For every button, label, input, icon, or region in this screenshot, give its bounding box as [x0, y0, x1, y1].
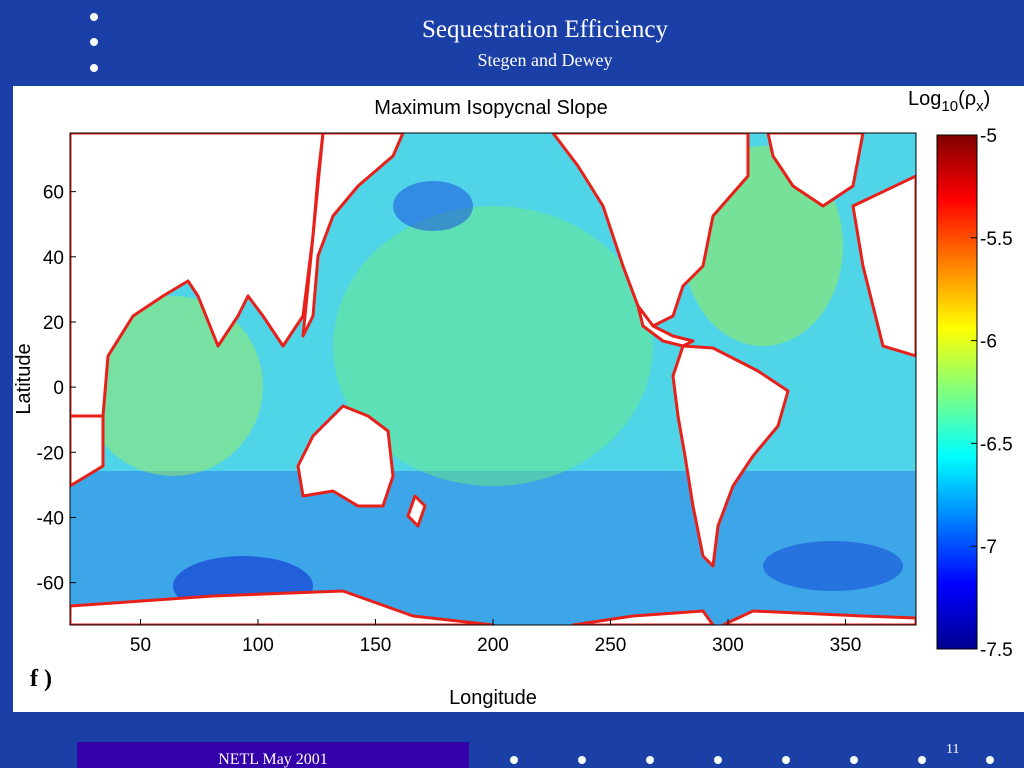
- landmass-north-america: [551, 133, 750, 328]
- landmass-antarctica: [721, 609, 916, 625]
- slide-subtitle: Stegen and Dewey: [477, 50, 613, 70]
- y-tick-label: 0: [53, 378, 64, 399]
- x-tick-label: 150: [360, 635, 392, 656]
- x-tick-label: 100: [242, 635, 274, 656]
- chart-title: Maximum Isopycnal Slope: [374, 97, 607, 119]
- heatmap-field: [70, 133, 916, 625]
- landmass-new-zealand: [406, 494, 427, 528]
- landmass-east-asia: [301, 133, 405, 338]
- colorbar-ticks: -5 -5.5 -6 -6.5 -7 -7.5: [971, 126, 1013, 661]
- footer-label: NETL May 2001: [77, 742, 469, 768]
- x-axis-label: Longitude: [449, 687, 537, 709]
- footer-dot: [646, 756, 654, 764]
- slide-bullet-dot: [90, 64, 98, 72]
- colorbar-tick-label: -7.5: [980, 640, 1013, 661]
- slide-bullet-dot: [90, 13, 98, 21]
- footer-dot: [986, 756, 994, 764]
- footer-dot: [918, 756, 926, 764]
- y-tick-label: 20: [43, 313, 64, 334]
- x-tick-label: 200: [477, 635, 509, 656]
- slide-title: Sequestration Efficiency: [422, 16, 668, 43]
- landmass-greenland: [766, 133, 865, 208]
- deep-blue-patch: [763, 541, 903, 591]
- x-axis-ticks: 50 100 150 200 250 300 350: [130, 619, 861, 656]
- slide-bullet-dot: [90, 38, 98, 46]
- colorbar-tick-label: -6.5: [980, 434, 1013, 455]
- footer-dot: [510, 756, 518, 764]
- landmass-australia: [296, 404, 395, 508]
- y-tick-label: -20: [37, 443, 64, 464]
- x-tick-label: 250: [595, 635, 627, 656]
- y-tick-label: -40: [37, 508, 64, 529]
- landmass-south-america: [671, 344, 790, 568]
- x-tick-label: 300: [712, 635, 744, 656]
- y-axis-ticks: 60 40 20 0 -20 -40 -60: [37, 183, 76, 595]
- colorbar-tick-label: -5.5: [980, 229, 1013, 250]
- y-tick-label: 40: [43, 248, 64, 269]
- landmass-africa-east: [851, 174, 916, 358]
- figure-panel: Maximum Isopycnal Slope: [13, 86, 1024, 712]
- colorbar-tick-label: -7: [980, 537, 997, 558]
- page-number: 11: [946, 742, 960, 757]
- footer-dot: [850, 756, 858, 764]
- y-tick-label: -60: [37, 574, 64, 595]
- landmass-antarctica: [70, 589, 495, 625]
- y-axis-label: Latitude: [13, 343, 35, 414]
- footer-dot: [578, 756, 586, 764]
- colorbar-tick-label: -6: [980, 332, 997, 353]
- footer-dot: [714, 756, 722, 764]
- colorbar-title: Log10(ρx): [908, 88, 990, 115]
- x-tick-label: 350: [830, 635, 862, 656]
- landmass-central-america: [636, 304, 695, 348]
- landmass-africa: [70, 414, 105, 488]
- landmass-antarctica: [571, 609, 715, 625]
- y-tick-label: 60: [43, 183, 64, 204]
- footer-dot: [782, 756, 790, 764]
- central-pacific-patch: [333, 206, 653, 486]
- colorbar-tick-label: -5: [980, 126, 997, 147]
- panel-label: f ): [30, 666, 52, 692]
- isopycnal-slope-map: Maximum Isopycnal Slope: [13, 88, 1013, 709]
- deep-blue-patch: [393, 181, 473, 231]
- colorbar: [936, 134, 978, 650]
- x-tick-label: 50: [130, 635, 151, 656]
